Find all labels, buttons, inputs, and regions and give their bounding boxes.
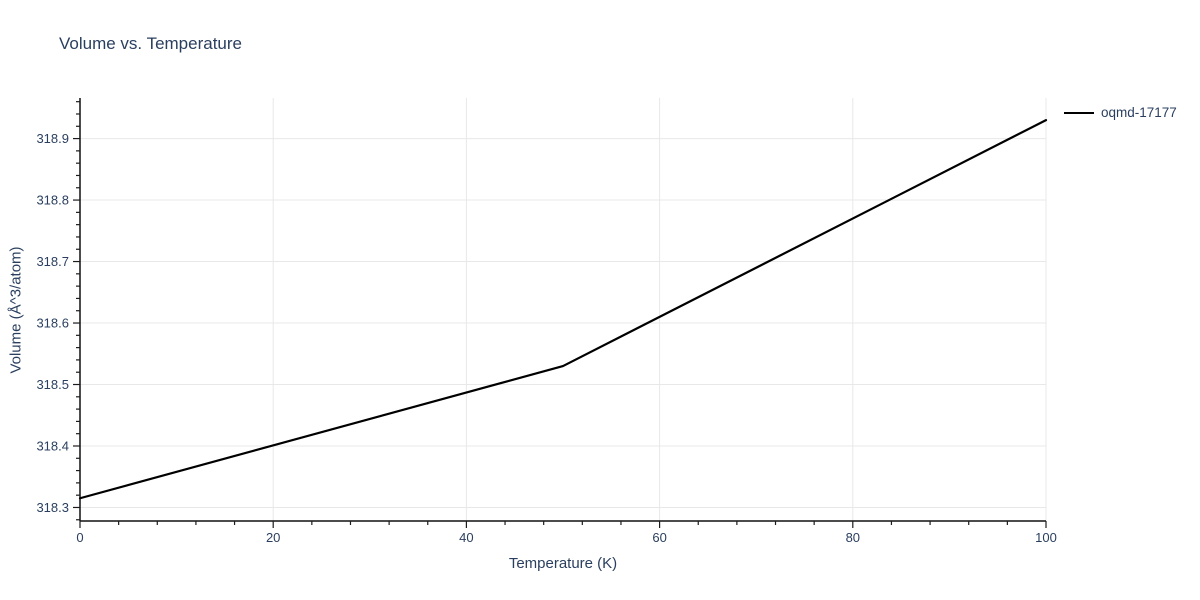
legend-label: oqmd-17177 xyxy=(1101,105,1177,120)
y-axis-title: Volume (Å^3/atom) xyxy=(7,246,25,374)
y-tick-label: 318.9 xyxy=(36,131,69,146)
y-tick-label: 318.5 xyxy=(36,377,69,392)
series-line-oqmd-17177 xyxy=(78,119,1048,500)
x-tick-label: 60 xyxy=(652,530,666,545)
x-tick-label: 100 xyxy=(1035,530,1057,545)
legend: oqmd-17177 xyxy=(1064,105,1177,120)
y-tick-label: 318.8 xyxy=(36,193,69,208)
x-tick-label: 80 xyxy=(846,530,860,545)
x-tick-label: 0 xyxy=(76,530,83,545)
x-tick-label: 20 xyxy=(266,530,280,545)
y-tick-label: 318.4 xyxy=(36,438,69,453)
y-tick-label: 318.7 xyxy=(36,254,69,269)
x-axis-title: Temperature (K) xyxy=(508,555,618,572)
legend-line-swatch xyxy=(1064,111,1094,114)
x-tick-label: 40 xyxy=(459,530,473,545)
chart-title: Volume vs. Temperature xyxy=(59,34,242,53)
y-tick-label: 318.6 xyxy=(36,316,69,331)
legend-item[interactable]: oqmd-17177 xyxy=(1064,105,1177,120)
y-tick-label: 318.3 xyxy=(36,500,69,515)
